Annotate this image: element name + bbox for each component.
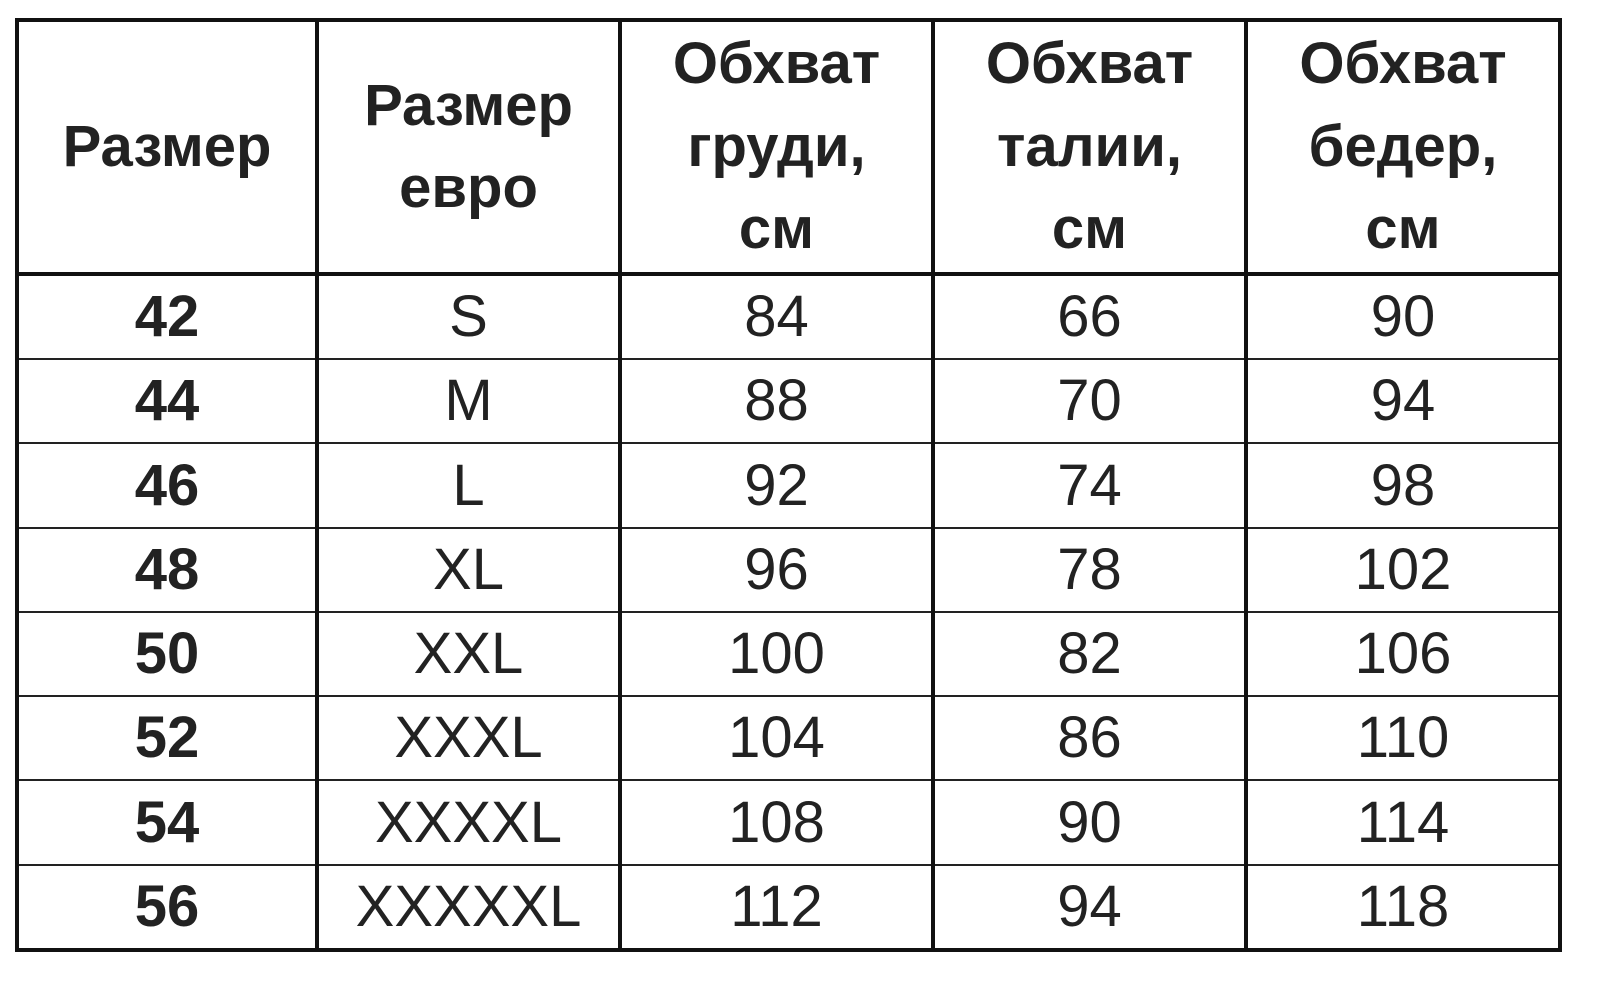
cell-euro-size: XL	[315, 527, 622, 613]
size-chart-table: Размер Размер евро Обхват груди, см Обхват тали…	[15, 18, 1562, 952]
cell-waist: 74	[931, 443, 1248, 529]
header-text: см	[1051, 196, 1128, 262]
cell-hips: 94	[1244, 359, 1562, 445]
cell-euro-size: XXXXXL	[315, 864, 622, 952]
header-text: см	[1365, 196, 1441, 262]
cell-bust: 108	[618, 780, 935, 866]
cell-hips: 98	[1244, 443, 1562, 529]
cell-size: 46	[15, 443, 319, 529]
cell-size: 52	[15, 696, 319, 782]
cell-bust: 88	[618, 359, 935, 445]
header-text: см	[738, 196, 815, 262]
cell-size: 54	[15, 780, 319, 866]
cell-waist: 94	[931, 864, 1248, 952]
table-row: 44 M 88 70 94	[15, 359, 1562, 445]
header-text: Обхват	[985, 31, 1194, 97]
cell-euro-size: XXXL	[315, 696, 622, 782]
header-bust: Обхват груди, см	[618, 20, 935, 276]
cell-bust: 112	[618, 864, 935, 952]
header-text: Размер	[62, 113, 272, 179]
header-text: груди,	[687, 113, 866, 179]
cell-euro-size: M	[315, 359, 622, 445]
header-hips: Обхват бедер, см	[1244, 20, 1562, 276]
cell-size: 44	[15, 359, 319, 445]
cell-waist: 70	[931, 359, 1248, 445]
table-row: 52 XXXL 104 86 110	[15, 696, 1562, 782]
cell-hips: 110	[1244, 696, 1562, 782]
cell-size: 56	[15, 864, 319, 952]
cell-hips: 114	[1244, 780, 1562, 866]
cell-euro-size: S	[315, 274, 622, 361]
cell-bust: 96	[618, 527, 935, 613]
table-row: 48 XL 96 78 102	[15, 527, 1562, 613]
cell-hips: 118	[1244, 864, 1562, 952]
cell-bust: 84	[618, 274, 935, 361]
table-row: 56 XXXXXL 112 94 118	[15, 864, 1562, 952]
cell-waist: 86	[931, 696, 1248, 782]
cell-waist: 90	[931, 780, 1248, 866]
cell-waist: 66	[931, 274, 1248, 361]
header-waist: Обхват талии, см	[931, 20, 1248, 276]
header-size: Размер	[15, 20, 319, 276]
cell-waist: 82	[931, 611, 1248, 698]
cell-size: 48	[15, 527, 319, 613]
table-row: 54 XXXXL 108 90 114	[15, 780, 1562, 866]
header-text: бедер,	[1308, 113, 1498, 179]
cell-waist: 78	[931, 527, 1248, 613]
header-text: Размер	[364, 72, 573, 138]
cell-bust: 100	[618, 611, 935, 698]
header-row: Размер Размер евро Обхват груди, см Обхват тали…	[15, 20, 1562, 276]
cell-euro-size: XXXXL	[315, 780, 622, 866]
table-row: 42 S 84 66 90	[15, 274, 1562, 361]
cell-size: 42	[15, 274, 319, 361]
cell-hips: 90	[1244, 274, 1562, 361]
cell-bust: 92	[618, 443, 935, 529]
header-text: Обхват	[672, 31, 881, 97]
cell-hips: 102	[1244, 527, 1562, 613]
cell-bust: 104	[618, 696, 935, 782]
cell-euro-size: XXL	[315, 611, 622, 698]
table-row: 50 XXL 100 82 106	[15, 611, 1562, 698]
header-text: евро	[399, 155, 538, 220]
header-euro-size: Размер евро	[315, 20, 622, 276]
cell-size: 50	[15, 611, 319, 698]
header-text: талии,	[997, 113, 1182, 179]
header-text: Обхват	[1299, 31, 1507, 97]
cell-hips: 106	[1244, 611, 1562, 698]
table-row: 46 L 92 74 98	[15, 443, 1562, 529]
cell-euro-size: L	[315, 443, 622, 529]
